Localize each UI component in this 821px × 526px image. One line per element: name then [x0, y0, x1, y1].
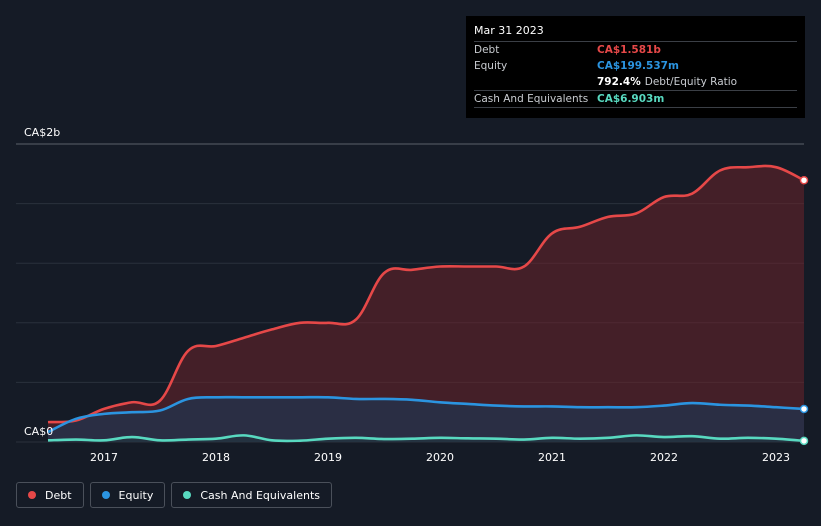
tooltip-suffix: Debt/Equity Ratio — [645, 76, 737, 88]
endpoint-equity — [801, 405, 808, 412]
tooltip-row-cash: Cash And Equivalents CA$6.903m — [474, 90, 797, 108]
x-tick-label: 2021 — [538, 451, 566, 464]
x-tick-label: 2018 — [202, 451, 230, 464]
y-axis-bottom-label: CA$0 — [24, 425, 53, 438]
tooltip-value: CA$1.581b — [597, 44, 661, 56]
tooltip-date: Mar 31 2023 — [474, 24, 797, 38]
y-axis-top-label: CA$2b — [24, 126, 60, 139]
x-tick-label: 2019 — [314, 451, 342, 464]
legend-dot-icon — [183, 491, 191, 499]
tooltip-row-equity: Equity CA$199.537m — [474, 58, 797, 74]
tooltip: Mar 31 2023 Debt CA$1.581b Equity CA$199… — [466, 16, 805, 118]
x-tick-label: 2022 — [650, 451, 678, 464]
legend-dot-icon — [28, 491, 36, 499]
x-tick-label: 2023 — [762, 451, 790, 464]
tooltip-row-ratio: 792.4% Debt/Equity Ratio — [474, 74, 797, 90]
x-axis-ticks: 2017 2018 2019 2020 2021 2022 2023 — [90, 451, 790, 464]
tooltip-value: CA$199.537m — [597, 60, 679, 72]
tooltip-label: Debt — [474, 44, 597, 56]
legend-item-equity[interactable]: Equity — [90, 482, 166, 508]
legend-label: Debt — [45, 489, 72, 502]
endpoint-debt — [801, 177, 808, 184]
tooltip-label: Cash And Equivalents — [474, 93, 597, 105]
legend-dot-icon — [102, 491, 110, 499]
legend: Debt Equity Cash And Equivalents — [16, 482, 332, 508]
x-tick-label: 2017 — [90, 451, 118, 464]
tooltip-label: Equity — [474, 60, 597, 72]
tooltip-row-debt: Debt CA$1.581b — [474, 41, 797, 58]
legend-item-cash[interactable]: Cash And Equivalents — [171, 482, 332, 508]
endpoint-cash-and-equivalents — [801, 437, 808, 444]
tooltip-value: 792.4% — [597, 76, 641, 88]
tooltip-value: CA$6.903m — [597, 93, 664, 105]
x-tick-label: 2020 — [426, 451, 454, 464]
legend-item-debt[interactable]: Debt — [16, 482, 84, 508]
legend-label: Cash And Equivalents — [200, 489, 320, 502]
legend-label: Equity — [119, 489, 154, 502]
